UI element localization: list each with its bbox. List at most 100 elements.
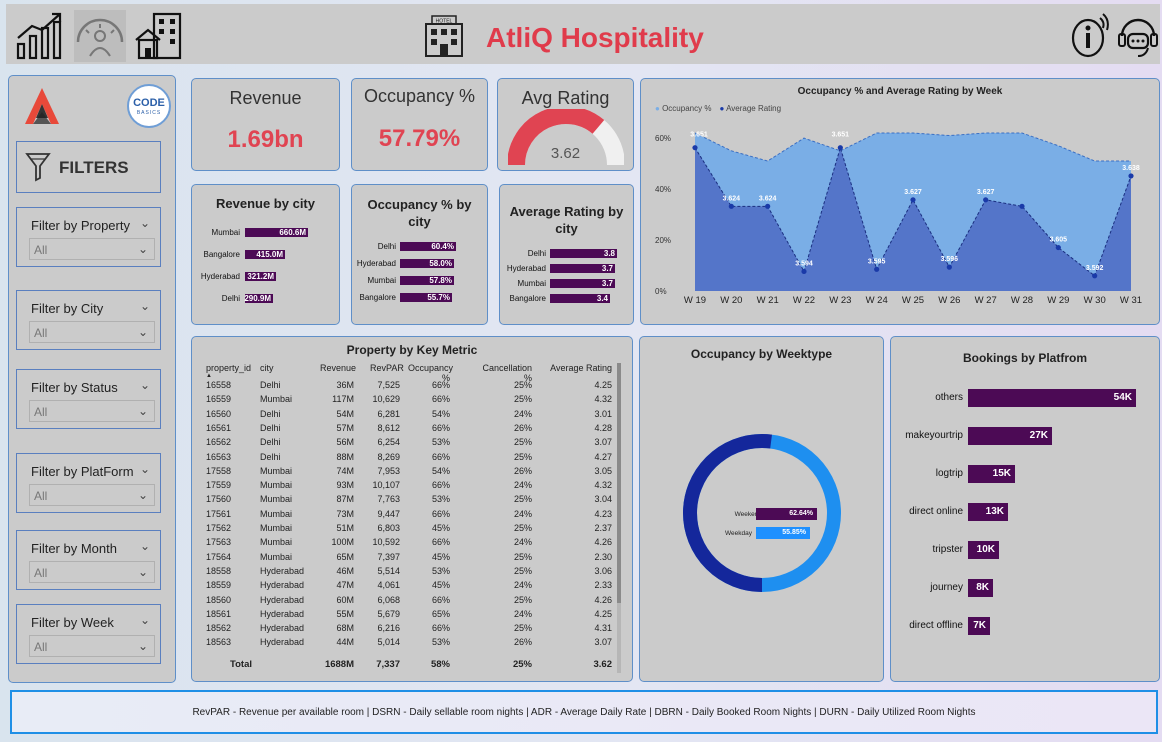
rating-point[interactable] bbox=[728, 203, 734, 209]
rating-point[interactable] bbox=[1019, 203, 1025, 209]
rating-data-label: 3.651 bbox=[690, 132, 708, 139]
platform-label: makeyourtrip bbox=[905, 430, 963, 441]
table-row[interactable]: 16561 Delhi 57M 8,612 66% 26% 4.28 bbox=[192, 422, 612, 436]
column-header[interactable]: Revenue bbox=[320, 363, 357, 373]
chevron-down-icon[interactable]: ⌄ bbox=[139, 378, 150, 392]
column-header[interactable]: property_id bbox=[206, 363, 252, 373]
filter-select[interactable]: All ⌄ bbox=[29, 321, 155, 343]
filter-month[interactable]: Filter by Month ⌄ All ⌄ bbox=[16, 530, 161, 590]
support-icon[interactable] bbox=[1116, 12, 1160, 58]
filter-week[interactable]: Filter by Week ⌄ All ⌄ bbox=[16, 604, 161, 664]
growth-chart-icon[interactable] bbox=[14, 10, 66, 62]
platform-value: 13K bbox=[985, 506, 1004, 517]
rating-point[interactable] bbox=[983, 197, 989, 203]
table-cell: 6,254 bbox=[377, 437, 400, 448]
table-cell: 25% bbox=[513, 380, 532, 390]
table-cell: 24% bbox=[513, 408, 532, 419]
column-header[interactable]: RevPAR bbox=[370, 363, 404, 373]
filter-select[interactable]: All ⌄ bbox=[29, 400, 155, 422]
table-cell: 54M bbox=[336, 408, 354, 419]
rating-point[interactable] bbox=[801, 268, 807, 275]
table-cell: Hyderabad bbox=[260, 580, 305, 591]
table-row[interactable]: 17564 Mumbai 65M 7,397 45% 25% 2.30 bbox=[192, 551, 612, 565]
table-cell: 6,803 bbox=[377, 523, 400, 533]
column-header[interactable]: Occupancy % bbox=[408, 363, 454, 383]
chevron-down-icon[interactable]: ⌄ bbox=[137, 325, 148, 339]
table-row[interactable]: 17562 Mumbai 51M 6,803 45% 25% 2.37 bbox=[192, 522, 612, 536]
rating-point[interactable] bbox=[874, 266, 880, 272]
y-tick-label: 0% bbox=[655, 287, 667, 296]
donut-weekend-segment[interactable] bbox=[683, 434, 841, 592]
table-row[interactable]: 16563 Delhi 88M 8,269 66% 25% 4.27 bbox=[192, 451, 612, 465]
table-row[interactable]: 18558 Hyderabad 46M 5,514 53% 25% 3.06 bbox=[192, 565, 612, 579]
rating-point[interactable] bbox=[1092, 273, 1098, 279]
table-row[interactable]: 18563 Hyderabad 44M 5,014 53% 26% 3.07 bbox=[192, 636, 612, 650]
table-row[interactable]: 18561 Hyderabad 55M 5,679 65% 24% 4.25 bbox=[192, 608, 612, 622]
chevron-down-icon[interactable]: ⌄ bbox=[137, 404, 148, 418]
rating-point[interactable] bbox=[946, 264, 952, 270]
chevron-down-icon[interactable]: ⌄ bbox=[139, 216, 150, 230]
table-row[interactable]: 18559 Hyderabad 47M 4,061 45% 24% 2.33 bbox=[192, 579, 612, 593]
chevron-down-icon[interactable]: ⌄ bbox=[139, 613, 150, 627]
table-row[interactable]: 18562 Hyderabad 68M 6,216 66% 25% 4.31 bbox=[192, 622, 612, 636]
chevron-down-icon[interactable]: ⌄ bbox=[137, 242, 148, 256]
table-cell: 17563 bbox=[206, 537, 232, 548]
table-row[interactable]: 16559 Mumbai 117M 10,629 66% 25% 4.32 bbox=[192, 393, 612, 407]
info-icon[interactable] bbox=[1070, 12, 1110, 58]
chevron-down-icon[interactable]: ⌄ bbox=[137, 488, 148, 502]
total-cell: 1688M bbox=[324, 659, 354, 670]
table-cell: 25% bbox=[513, 451, 532, 462]
table-row[interactable]: 16562 Delhi 56M 6,254 53% 25% 3.07 bbox=[192, 436, 612, 450]
table-cell: 6,068 bbox=[377, 594, 400, 605]
table-row[interactable]: 17559 Mumbai 93M 10,107 66% 24% 4.32 bbox=[192, 479, 612, 493]
table-row[interactable]: 16560 Delhi 54M 6,281 54% 24% 3.01 bbox=[192, 408, 612, 422]
rating-point[interactable] bbox=[1128, 173, 1134, 179]
speedometer-icon[interactable] bbox=[74, 10, 126, 62]
column-header[interactable]: Average Rating bbox=[550, 363, 612, 373]
rating-point[interactable] bbox=[692, 145, 698, 151]
filter-select[interactable]: All ⌄ bbox=[29, 484, 155, 506]
filter-select[interactable]: All ⌄ bbox=[29, 238, 155, 260]
filter-status[interactable]: Filter by Status ⌄ All ⌄ bbox=[16, 369, 161, 429]
table-row[interactable]: 17561 Mumbai 73M 9,447 66% 24% 4.23 bbox=[192, 508, 612, 522]
table-row[interactable]: 18560 Hyderabad 60M 6,068 66% 25% 4.26 bbox=[192, 594, 612, 608]
gauge-fill bbox=[508, 109, 605, 166]
filter-select[interactable]: All ⌄ bbox=[29, 635, 155, 657]
chevron-down-icon[interactable]: ⌄ bbox=[139, 462, 150, 476]
table-row[interactable]: 17558 Mumbai 74M 7,953 54% 26% 3.05 bbox=[192, 465, 612, 479]
rating-point[interactable] bbox=[910, 197, 916, 203]
x-tick-label: W 24 bbox=[866, 295, 888, 306]
table-cell: 24% bbox=[513, 537, 532, 548]
rating-point[interactable] bbox=[1055, 244, 1061, 251]
weekend-value: 62.64% bbox=[789, 510, 813, 517]
table-row[interactable]: 17563 Mumbai 100M 10,592 66% 24% 4.26 bbox=[192, 536, 612, 550]
rating-by-city-chart: Average Rating by city Delhi 3.8 Hyderabad… bbox=[499, 184, 634, 325]
chevron-down-icon[interactable]: ⌄ bbox=[139, 299, 150, 313]
chevron-down-icon[interactable]: ⌄ bbox=[137, 639, 148, 653]
filter-property[interactable]: Filter by Property ⌄ All ⌄ bbox=[16, 207, 161, 267]
buildings-icon[interactable] bbox=[132, 10, 184, 62]
y-tick-label: 40% bbox=[655, 185, 671, 194]
column-header[interactable]: Cancellation % bbox=[482, 363, 532, 383]
chevron-down-icon[interactable]: ⌄ bbox=[139, 539, 150, 553]
bar-label: Delhi bbox=[377, 242, 396, 251]
filter-select[interactable]: All ⌄ bbox=[29, 561, 155, 583]
filter-city[interactable]: Filter by City ⌄ All ⌄ bbox=[16, 290, 161, 350]
table-row[interactable]: 17560 Mumbai 87M 7,763 53% 25% 3.04 bbox=[192, 493, 612, 507]
filter-platform[interactable]: Filter by PlatForm ⌄ All ⌄ bbox=[16, 453, 161, 513]
platform-label: tripster bbox=[932, 544, 963, 555]
bar: 3.4 bbox=[550, 294, 610, 303]
chevron-down-icon[interactable]: ⌄ bbox=[137, 565, 148, 579]
table-row[interactable]: 16558 Delhi 36M 7,525 66% 25% 4.25 bbox=[192, 379, 612, 393]
filter-label: Filter by Status bbox=[31, 380, 118, 395]
rating-point[interactable] bbox=[837, 145, 843, 151]
table-cell: Mumbai bbox=[260, 537, 293, 548]
column-header[interactable]: city bbox=[260, 363, 274, 373]
x-tick-label: W 30 bbox=[1084, 295, 1106, 306]
scrollbar-thumb[interactable] bbox=[617, 363, 621, 603]
sort-arrow-icon[interactable]: ▲ bbox=[206, 373, 212, 379]
filter-value: All bbox=[34, 243, 48, 257]
rating-point[interactable] bbox=[765, 203, 771, 209]
table-scrollbar[interactable] bbox=[617, 363, 621, 673]
y-tick-label: 60% bbox=[655, 134, 671, 143]
